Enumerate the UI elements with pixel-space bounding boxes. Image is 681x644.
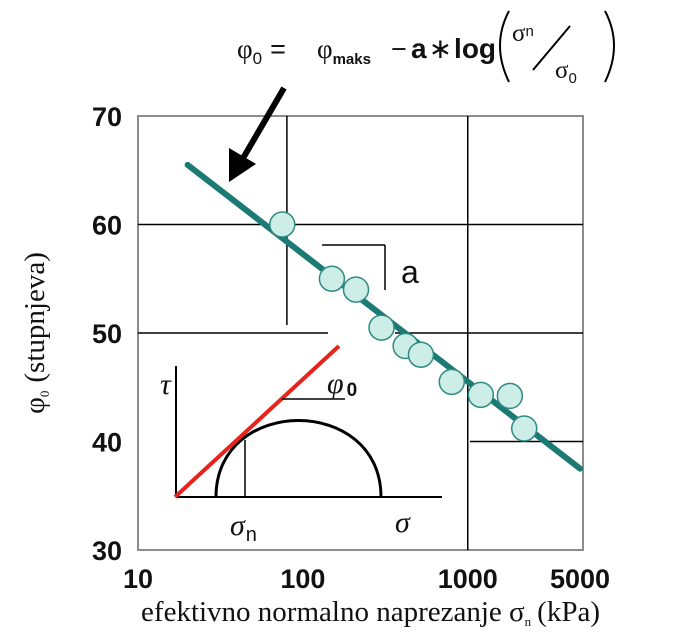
- y-tick-label: 30: [92, 536, 122, 566]
- grid-lines: [138, 116, 583, 550]
- equation-arrow: [229, 86, 287, 182]
- y-tick-labels: 30 40 50 60 70: [92, 102, 122, 566]
- equation-right-paren: [604, 10, 615, 83]
- failure-envelope-line: [173, 344, 341, 499]
- x-tick-label: 10: [123, 564, 153, 594]
- x-tick-labels: 10 100 1000 5000: [123, 564, 610, 594]
- data-point: [368, 314, 395, 341]
- equation-left-paren: [499, 10, 510, 83]
- series-layer: [184, 161, 584, 472]
- x-tick-label: 100: [280, 564, 325, 594]
- equation-denominator: σ0: [555, 57, 577, 87]
- x-tick-label: 5000: [550, 564, 610, 594]
- y-tick-label: 70: [92, 102, 122, 132]
- equation: φ0 = φmaks − a∗log σn σ0: [237, 10, 615, 87]
- equation-coef: a∗log: [411, 33, 496, 64]
- data-point: [496, 382, 524, 410]
- arrow-head: [229, 148, 256, 182]
- inset-sigma-n-label: σn: [230, 509, 257, 546]
- y-tick-label: 60: [92, 211, 122, 241]
- mohr-circle: [214, 419, 383, 498]
- arrow-shaft: [239, 86, 287, 162]
- y-axis-title: φ0(stupnjeva): [19, 252, 52, 414]
- data-point: [510, 415, 538, 442]
- data-point: [407, 341, 435, 368]
- equation-phi-maks: φmaks: [317, 34, 371, 68]
- data-point: [318, 265, 346, 292]
- data-point: [438, 368, 466, 396]
- equation-lhs: φ0 =: [237, 34, 286, 68]
- data-point: [269, 211, 296, 238]
- slope-marker: a: [322, 244, 419, 290]
- x-tick-label: 1000: [438, 564, 498, 594]
- y-tick-label: 40: [92, 428, 122, 458]
- equation-numerator: σn: [512, 20, 534, 47]
- data-point: [467, 381, 495, 409]
- inset-sigma-label: σ: [395, 506, 411, 539]
- inset-tau-label: τ: [160, 368, 172, 401]
- equation-minus: −: [391, 34, 407, 64]
- equation-fraction-slash: [532, 25, 571, 71]
- slope-label: a: [401, 254, 419, 290]
- x-axis-title: efektivno normalno naprezanje σn (kPa): [141, 596, 600, 629]
- data-point: [342, 276, 370, 303]
- y-tick-label: 50: [92, 319, 122, 349]
